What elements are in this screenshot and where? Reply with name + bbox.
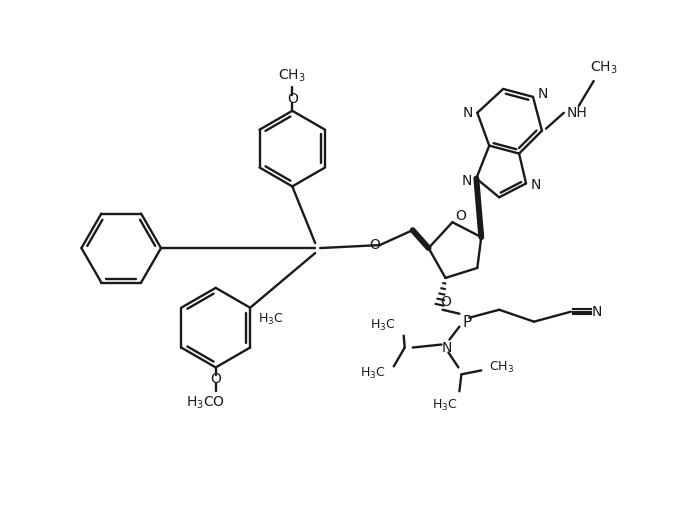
- Text: NH: NH: [567, 106, 587, 120]
- Text: N: N: [462, 106, 473, 120]
- Text: O: O: [455, 209, 466, 223]
- Text: H$_3$C: H$_3$C: [360, 366, 386, 381]
- Text: N: N: [461, 174, 472, 188]
- Text: O: O: [440, 295, 451, 309]
- Text: H$_3$C: H$_3$C: [432, 398, 457, 413]
- Text: CH$_3$: CH$_3$: [590, 60, 617, 76]
- Text: CH$_3$: CH$_3$: [489, 360, 514, 375]
- Text: O: O: [370, 238, 380, 252]
- Text: N: N: [592, 305, 602, 319]
- Text: N: N: [441, 341, 452, 355]
- Text: H$_3$C: H$_3$C: [258, 312, 283, 327]
- Text: N: N: [531, 178, 541, 192]
- Text: O: O: [287, 92, 298, 106]
- Text: H$_3$CO: H$_3$CO: [187, 395, 226, 411]
- Text: CH$_3$: CH$_3$: [278, 68, 306, 84]
- Text: N: N: [538, 87, 548, 101]
- Text: H$_3$C: H$_3$C: [370, 318, 395, 333]
- Text: O: O: [210, 372, 221, 386]
- Text: P: P: [463, 315, 472, 330]
